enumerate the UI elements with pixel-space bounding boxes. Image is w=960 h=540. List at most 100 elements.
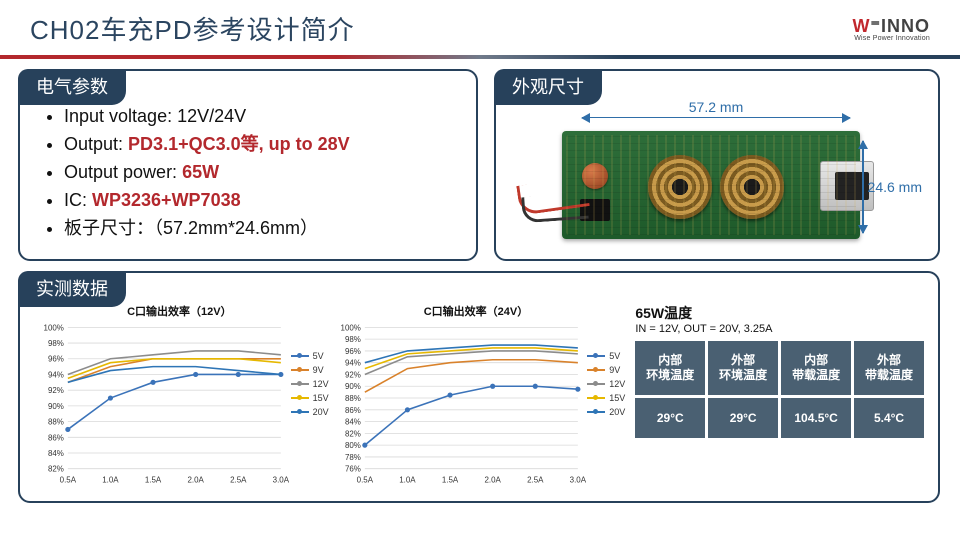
temp-value-cell: 5.4°C <box>854 398 924 438</box>
svg-text:0.5A: 0.5A <box>60 476 77 485</box>
bullet-ic: IC: WP3236+WP7038 <box>64 187 462 215</box>
svg-text:1.0A: 1.0A <box>399 476 416 485</box>
bullet-input: Input voltage: 12V/24V <box>64 103 462 131</box>
chart-12v: 82%84%86%88%90%92%94%96%98%100%0.5A1.0A1… <box>34 321 325 489</box>
svg-text:2.0A: 2.0A <box>484 476 501 485</box>
svg-text:88%: 88% <box>345 394 361 403</box>
svg-text:92%: 92% <box>345 370 361 379</box>
electrical-bullets: Input voltage: 12V/24V Output: PD3.1+QC3… <box>34 103 462 242</box>
legend-item: 9V <box>587 365 625 375</box>
dimension-height-text: 24.6 mm <box>868 179 922 195</box>
pcb-chip <box>580 199 610 221</box>
dimension-width: 57.2 mm <box>582 99 850 118</box>
svg-text:90%: 90% <box>345 382 361 391</box>
temp-value-cell: 29°C <box>635 398 705 438</box>
svg-text:90%: 90% <box>48 402 64 411</box>
legend-label: 9V <box>609 365 620 375</box>
svg-text:80%: 80% <box>345 441 361 450</box>
pcb-capacitor <box>582 163 608 189</box>
svg-text:94%: 94% <box>345 359 361 368</box>
brand-logo: W⁼INNO Wise Power Innovation <box>852 16 930 42</box>
page-title: CH02车充PD参考设计简介 <box>30 10 355 47</box>
legend-label: 20V <box>313 407 329 417</box>
legend-item: 15V <box>291 393 329 403</box>
logo-main: W⁼INNO <box>852 16 930 37</box>
legend-label: 12V <box>313 379 329 389</box>
legend-item: 5V <box>587 351 625 361</box>
chart-24v-title: C口输出效率（24V） <box>331 303 622 319</box>
svg-text:96%: 96% <box>345 347 361 356</box>
legend-item: 12V <box>291 379 329 389</box>
chart-12v-block: C口输出效率（12V） 82%84%86%88%90%92%94%96%98%1… <box>34 303 325 489</box>
svg-text:98%: 98% <box>48 339 64 348</box>
svg-text:82%: 82% <box>48 465 64 474</box>
title-bar: CH02车充PD参考设计简介 W⁼INNO Wise Power Innovat… <box>0 0 960 55</box>
chart-12v-legend: 5V 9V 12V 15V 20V <box>291 351 329 421</box>
chart-12v-svg: 82%84%86%88%90%92%94%96%98%100%0.5A1.0A1… <box>34 321 325 489</box>
pcb-inductor-1 <box>648 155 712 219</box>
svg-text:1.5A: 1.5A <box>145 476 162 485</box>
svg-text:0.5A: 0.5A <box>356 476 373 485</box>
legend-label: 15V <box>313 393 329 403</box>
chart-24v-block: C口输出效率（24V） 76% 78% 80% 82% 84% 86% 88% 90% 92% 9… <box>331 303 622 489</box>
legend-item: 9V <box>291 365 329 375</box>
svg-text:100%: 100% <box>44 323 64 332</box>
svg-text:100%: 100% <box>340 323 360 332</box>
svg-text:92%: 92% <box>48 386 64 395</box>
bullet-output: Output: PD3.1+QC3.0等, up to 28V <box>64 131 462 159</box>
svg-text:1.0A: 1.0A <box>102 476 119 485</box>
pcb-inductor-2 <box>720 155 784 219</box>
legend-label: 15V <box>609 393 625 403</box>
legend-label: 9V <box>313 365 324 375</box>
electrical-header: 电气参数 <box>18 69 126 105</box>
bullet-power: Output power: 65W <box>64 159 462 187</box>
dimensions-panel: 外观尺寸 57.2 mm 24.6 mm <box>494 69 940 261</box>
svg-text:76%: 76% <box>345 465 361 474</box>
temp-title: 65W温度 <box>635 303 924 323</box>
temperature-block: 65W温度 IN = 12V, OUT = 20V, 3.25A 内部 环境温度… <box>635 303 924 438</box>
svg-text:3.0A: 3.0A <box>273 476 290 485</box>
pcb-illustration: 57.2 mm 24.6 mm <box>510 99 924 249</box>
legend-item: 20V <box>291 407 329 417</box>
svg-text:84%: 84% <box>48 449 64 458</box>
svg-text:88%: 88% <box>48 418 64 427</box>
measurement-content: C口输出效率（12V） 82%84%86%88%90%92%94%96%98%1… <box>34 303 924 489</box>
pcb-board <box>562 131 860 239</box>
dimension-width-arrow <box>582 117 850 118</box>
content-area: 电气参数 Input voltage: 12V/24V Output: PD3.… <box>0 59 960 513</box>
legend-label: 5V <box>609 351 620 361</box>
temp-header-cell: 内部 带载温度 <box>781 341 851 395</box>
temp-table: 内部 环境温度外部 环境温度内部 带载温度外部 带载温度29°C29°C104.… <box>635 341 924 438</box>
svg-text:2.0A: 2.0A <box>187 476 204 485</box>
temp-header-cell: 内部 环境温度 <box>635 341 705 395</box>
legend-label: 12V <box>609 379 625 389</box>
legend-label: 5V <box>313 351 324 361</box>
bullet-size: 板子尺寸：（57.2mm*24.6mm） <box>64 215 462 243</box>
svg-text:1.5A: 1.5A <box>442 476 459 485</box>
chart-24v: 76%78%80%82%84%86%88%90%92%94%96%98%100%… <box>331 321 622 489</box>
svg-text:78%: 78% <box>345 453 361 462</box>
logo-w: W <box>852 16 870 36</box>
measurement-panel: 实测数据 C口输出效率（12V） 82%84%86%88%90%92%94%96… <box>18 271 940 503</box>
top-row: 电气参数 Input voltage: 12V/24V Output: PD3.… <box>18 69 942 261</box>
legend-item: 15V <box>587 393 625 403</box>
dimension-width-text: 57.2 mm <box>689 99 743 115</box>
legend-item: 12V <box>587 379 625 389</box>
svg-text:2.5A: 2.5A <box>527 476 544 485</box>
temp-header-cell: 外部 带载温度 <box>854 341 924 395</box>
svg-text:84%: 84% <box>345 418 361 427</box>
svg-text:94%: 94% <box>48 370 64 379</box>
measurement-header: 实测数据 <box>18 271 126 307</box>
pcb-wire-black <box>521 193 589 224</box>
electrical-panel: 电气参数 Input voltage: 12V/24V Output: PD3.… <box>18 69 478 261</box>
dimension-height: 24.6 mm <box>862 141 922 233</box>
legend-item: 5V <box>291 351 329 361</box>
chart-24v-svg: 76%78%80%82%84%86%88%90%92%94%96%98%100%… <box>331 321 622 489</box>
svg-text:2.5A: 2.5A <box>230 476 247 485</box>
logo-inno: ⁼INNO <box>870 16 930 36</box>
svg-text:86%: 86% <box>48 433 64 442</box>
dimension-height-arrow <box>862 141 864 233</box>
svg-text:82%: 82% <box>345 429 361 438</box>
svg-text:86%: 86% <box>345 406 361 415</box>
temp-subtitle: IN = 12V, OUT = 20V, 3.25A <box>635 323 924 335</box>
